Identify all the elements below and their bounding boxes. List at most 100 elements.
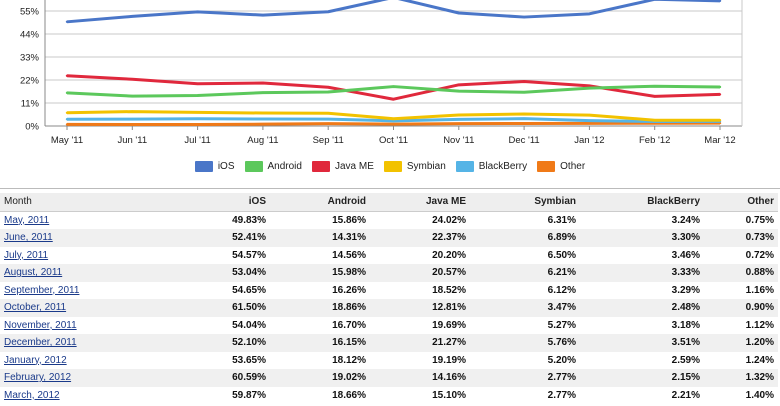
- month-link[interactable]: December, 2011: [4, 337, 77, 349]
- table-cell: 49.83%: [232, 214, 266, 226]
- x-tick-label: Mar '12: [704, 135, 735, 146]
- table-cell: 6.31%: [547, 214, 576, 226]
- column-header: Android: [270, 193, 370, 212]
- table-cell: 1.40%: [745, 389, 774, 401]
- month-cell: July, 2011: [0, 247, 170, 265]
- table-cell: 2.21%: [671, 389, 700, 401]
- legend-swatch: [383, 160, 402, 172]
- y-tick-label: 22%: [20, 76, 40, 87]
- data-point-blackberry: [65, 118, 69, 121]
- legend-label: iOS: [217, 160, 235, 172]
- table-cell: 0.72%: [745, 249, 774, 261]
- data-point-symbian: [261, 111, 265, 115]
- month-link[interactable]: August, 2011: [4, 267, 63, 279]
- x-tick-label: Aug '11: [247, 135, 278, 146]
- data-point-ios: [457, 11, 460, 15]
- table-cell: 52.10%: [232, 337, 266, 349]
- data-point-java-me: [718, 93, 722, 96]
- table-header-row: Month iOS Android Java ME Symbian BlackBerry O…: [0, 193, 778, 212]
- table-cell: 20.57%: [432, 267, 466, 279]
- table-cell: 19.02%: [332, 372, 366, 384]
- x-tick-label: Oct '11: [379, 135, 408, 146]
- line-chart: 0% 11% 22% 33% 44% 55% May '11 Jun '11 Jul '11 Au…: [0, 0, 780, 190]
- data-point-java-me: [522, 80, 526, 83]
- table-cell: 3.30%: [671, 232, 700, 244]
- table-cell: 3.47%: [547, 302, 576, 314]
- legend-item-symbian: Symbian: [383, 160, 446, 172]
- data-point-other: [196, 123, 199, 126]
- data-point-other: [65, 123, 69, 126]
- month-link[interactable]: January, 2012: [4, 354, 67, 366]
- data-table: Month iOS Android Java ME Symbian BlackBerry O…: [0, 193, 778, 404]
- legend-label: Java ME: [334, 160, 374, 172]
- month-link[interactable]: October, 2011: [4, 302, 67, 314]
- table-cell: 15.10%: [432, 389, 466, 401]
- month-link[interactable]: September, 2011: [4, 284, 80, 296]
- table-cell: 2.77%: [547, 372, 576, 384]
- data-point-other: [522, 122, 526, 125]
- table-cell: 0.88%: [745, 267, 774, 279]
- month-link[interactable]: June, 2011: [4, 232, 53, 244]
- table-cell: 14.16%: [432, 372, 466, 384]
- data-point-ios: [327, 10, 330, 13]
- month-link[interactable]: May, 2011: [4, 214, 50, 226]
- data-point-ios: [653, 0, 656, 1]
- legend-label: Other: [560, 160, 586, 172]
- table-cell: 6.50%: [547, 249, 576, 261]
- table-cell: 54.57%: [232, 249, 266, 261]
- y-tick-label: 33%: [20, 53, 40, 64]
- table-row: August, 2011 53.04% 15.98% 20.57% 6.21% 3.33%…: [0, 264, 778, 282]
- x-tick-label: May '11: [51, 135, 83, 146]
- data-point-blackberry: [327, 117, 330, 121]
- legend-item-android: Android: [244, 160, 302, 172]
- data-point-ios: [261, 13, 265, 17]
- chart-svg: 0% 11% 22% 33% 44% 55% May '11 Jun '11 Jul '11 Au…: [20, 0, 743, 146]
- data-point-java-me: [131, 78, 134, 81]
- month-cell: August, 2011: [0, 264, 170, 282]
- legend-label: Android: [267, 160, 302, 172]
- table-cell: 18.52%: [432, 284, 466, 296]
- data-point-android: [65, 91, 69, 95]
- data-point-other: [392, 122, 395, 126]
- data-point-android: [718, 85, 722, 89]
- data-point-blackberry: [392, 119, 395, 123]
- table-cell: 22.37%: [432, 232, 466, 244]
- x-tick-label: Feb '12: [639, 135, 670, 146]
- data-point-blackberry: [457, 118, 460, 121]
- y-tick-label: 11%: [21, 99, 40, 110]
- table-cell: 18.86%: [332, 302, 366, 314]
- month-cell: October, 2011: [0, 299, 170, 317]
- legend-swatch: [537, 160, 556, 172]
- table-cell: 19.19%: [432, 354, 466, 366]
- month-cell: September, 2011: [0, 282, 170, 300]
- table-cell: 3.51%: [671, 337, 700, 349]
- data-point-symbian: [588, 113, 591, 117]
- data-point-symbian: [327, 112, 330, 115]
- table-cell: 54.04%: [232, 319, 266, 331]
- x-tick-label: Sep '11: [313, 135, 344, 146]
- month-cell: March, 2012: [0, 387, 170, 405]
- table-cell: 16.15%: [332, 337, 366, 349]
- table-cell: 3.24%: [671, 214, 700, 226]
- data-point-blackberry: [522, 117, 526, 120]
- table-row: October, 2011 61.50% 18.86% 12.81% 3.47% 2.48…: [0, 299, 778, 317]
- table-cell: 16.70%: [332, 319, 366, 331]
- data-point-blackberry: [131, 117, 134, 121]
- month-link[interactable]: March, 2012: [4, 389, 60, 401]
- data-point-android: [196, 94, 199, 97]
- table-cell: 20.20%: [432, 249, 466, 261]
- month-link[interactable]: November, 2011: [4, 319, 77, 331]
- legend-swatch: [194, 160, 213, 172]
- month-cell: February, 2012: [0, 369, 170, 387]
- month-link[interactable]: February, 2012: [4, 372, 72, 384]
- month-link[interactable]: July, 2011: [4, 249, 49, 261]
- data-point-ios: [588, 12, 591, 16]
- x-tick-label: Dec '11: [508, 135, 539, 146]
- table-row: July, 2011 54.57% 14.56% 20.20% 6.50% 3.46% 0.…: [0, 246, 778, 265]
- chart-legend: iOS Android Java ME Symbian BlackBerry Other: [0, 155, 780, 177]
- legend-swatch: [311, 160, 330, 172]
- data-point-android: [522, 91, 526, 94]
- data-point-android: [327, 90, 330, 94]
- table-cell: 1.16%: [745, 284, 774, 296]
- data-point-java-me: [327, 86, 330, 89]
